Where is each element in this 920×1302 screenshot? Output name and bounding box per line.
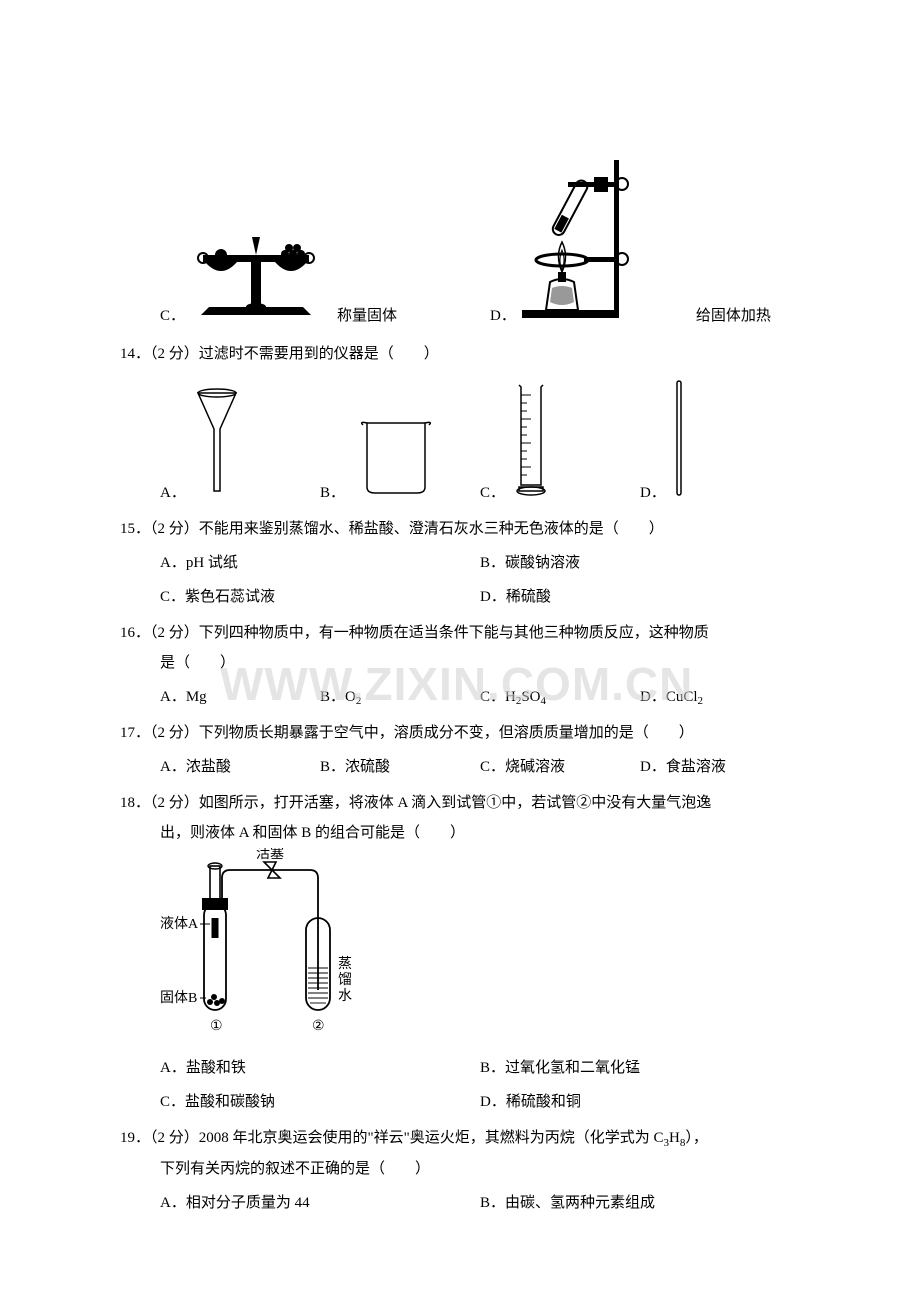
q18-figure: 活塞 液体A 固体B ① ② 蒸 馏 水 [120, 848, 800, 1049]
q18-water-3: 水 [338, 988, 352, 1004]
q18-label-stopcock: 活塞 [256, 848, 284, 862]
q13-c-label: C． [160, 301, 185, 331]
q18-label-solidB: 固体B [160, 990, 197, 1006]
q14-glass-rod-icon [672, 379, 686, 508]
q13-d-label: D． [490, 301, 516, 331]
q19-b: B．由碳、氢两种元素组成 [480, 1188, 800, 1218]
q15-a: A．pH 试纸 [160, 548, 480, 578]
q14-stem: 14．（2 分）过滤时不需要用到的仪器是（ ） [120, 339, 800, 369]
q19-options-ab: A．相对分子质量为 44 B．由碳、氢两种元素组成 [120, 1188, 800, 1218]
q19-stem1: 19．（2 分）2008 年北京奥运会使用的"祥云"奥运火炬，其燃料为丙烷（化学… [120, 1123, 800, 1154]
q18-label-tube1: ① [210, 1019, 223, 1034]
q19-stem2: 下列有关丙烷的叙述不正确的是（ ） [120, 1154, 800, 1184]
q16-stem-wrap: 16．（2 分）下列四种物质中，有一种物质在适当条件下能与其他三种物质反应，这种… [120, 618, 800, 678]
q19-a: A．相对分子质量为 44 [160, 1188, 480, 1218]
q18-c: C．盐酸和碳酸钠 [160, 1087, 480, 1117]
q13-c-balance-icon [191, 225, 321, 331]
q18-d: D．稀硫酸和铜 [480, 1087, 800, 1117]
q14-c-label: C． [480, 478, 505, 508]
q14-d-label: D． [640, 478, 666, 508]
q15-options-ab: A．pH 试纸 B．碳酸钠溶液 [120, 548, 800, 578]
q16-stem2: 是（ ） [120, 648, 800, 678]
q17-b: B．浓硫酸 [320, 752, 480, 782]
q16-b: B．O2 [320, 682, 480, 712]
q17-stem: 17．（2 分）下列物质长期暴露于空气中，溶质成分不变，但溶质质量增加的是（ ） [120, 718, 800, 748]
q16-d: D．CuCl2 [640, 682, 800, 712]
q14-b-label: B． [320, 478, 345, 508]
q18-options-cd: C．盐酸和碳酸钠 D．稀硫酸和铜 [120, 1087, 800, 1117]
q13-options-cd: C． [120, 160, 800, 331]
q18-stem1: 18．（2 分）如图所示，打开活塞，将液体 A 滴入到试管①中，若试管②中没有大… [120, 788, 800, 818]
q18-stem2: 出，则液体 A 和固体 B 的组合可能是（ ） [120, 818, 800, 848]
q17-d: D．食盐溶液 [640, 752, 800, 782]
q18-a: A．盐酸和铁 [160, 1053, 480, 1083]
q16-c: C．H2SO4 [480, 682, 640, 712]
q15-b: B．碳酸钠溶液 [480, 548, 800, 578]
q14-cylinder-icon [511, 379, 551, 508]
q15-c: C．紫色石蕊试液 [160, 582, 480, 612]
q16-options: A．Mg B．O2 C．H2SO4 D．CuCl2 [120, 682, 800, 712]
q17-a: A．浓盐酸 [160, 752, 320, 782]
q15-stem: 15．（2 分）不能用来鉴别蒸馏水、稀盐酸、澄清石灰水三种无色液体的是（ ） [120, 514, 800, 544]
q16-stem1: 16．（2 分）下列四种物质中，有一种物质在适当条件下能与其他三种物质反应，这种… [120, 618, 800, 648]
q14-a-label: A． [160, 478, 186, 508]
q14-options: A． B． C． [120, 379, 800, 508]
q18-water-2: 馏 [338, 972, 352, 988]
q18-label-liquidA: 液体A [160, 916, 199, 932]
q18-water-1: 蒸 [338, 956, 352, 972]
q14-beaker-icon [351, 417, 441, 508]
q18-label-tube2: ② [312, 1019, 325, 1034]
q15-d: D．稀硫酸 [480, 582, 800, 612]
q14-funnel-icon [192, 387, 242, 508]
q13-d-heating-icon [522, 160, 672, 331]
q17-options: A．浓盐酸 B．浓硫酸 C．烧碱溶液 D．食盐溶液 [120, 752, 800, 782]
q18-options-ab: A．盐酸和铁 B．过氧化氢和二氧化锰 [120, 1053, 800, 1083]
q13-c-text: 称量固体 [337, 301, 397, 331]
q15-options-cd: C．紫色石蕊试液 D．稀硫酸 [120, 582, 800, 612]
q17-c: C．烧碱溶液 [480, 752, 640, 782]
q13-d-text: 给固体加热 [696, 301, 771, 331]
q18-b: B．过氧化氢和二氧化锰 [480, 1053, 800, 1083]
q16-a: A．Mg [160, 682, 320, 712]
